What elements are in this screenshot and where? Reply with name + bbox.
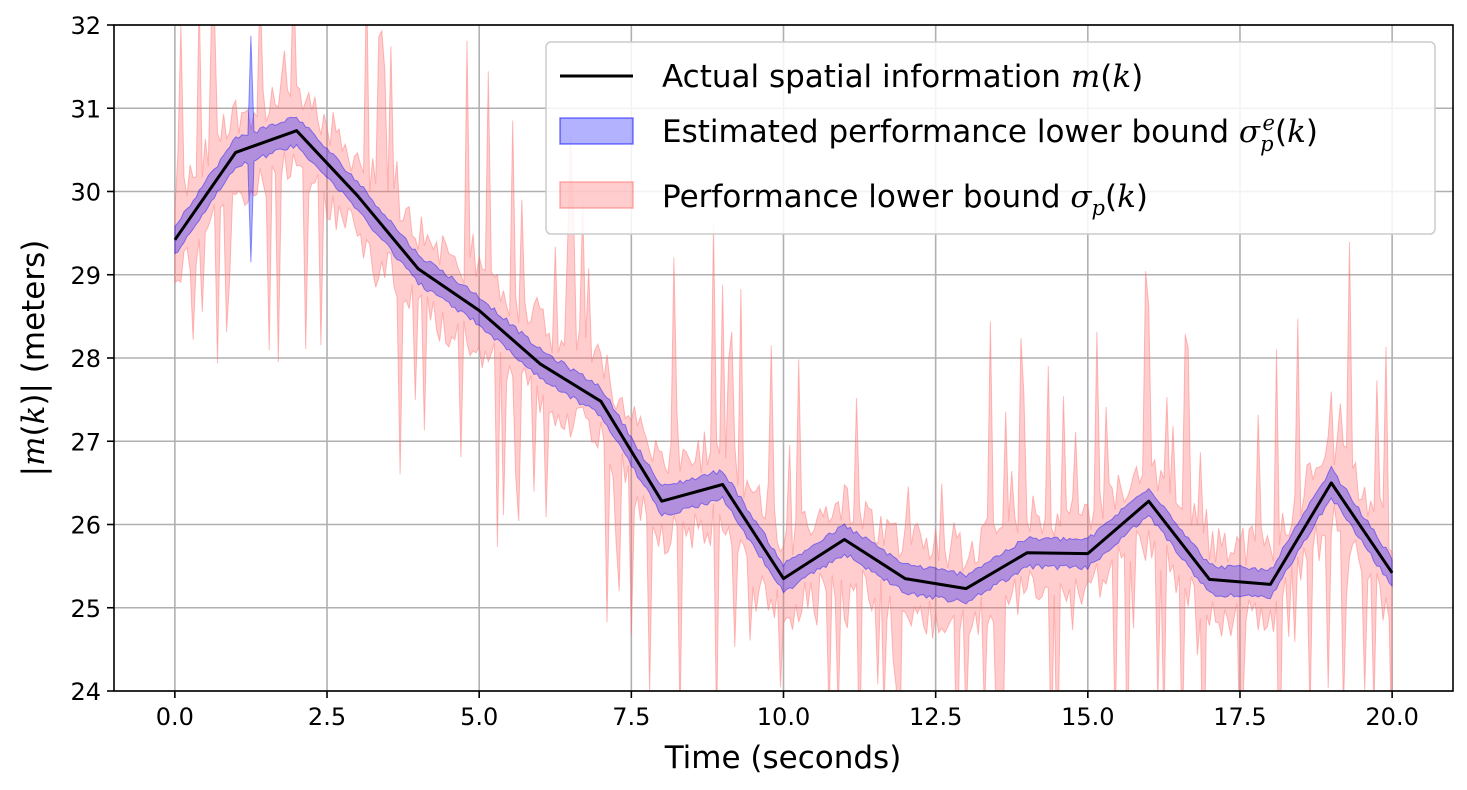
legend: Actual spatial information m(k) Estimate… (545, 41, 1436, 235)
x-tick-label: 2.5 (308, 703, 346, 731)
legend-label-estimated: Estimated performance lower bound σpe(k) (662, 111, 1318, 156)
x-tick-label: 10.0 (757, 703, 810, 731)
y-axis-label: |m(k)| (meters) (16, 240, 52, 477)
legend-label-performance: Performance lower bound σp(k) (662, 179, 1148, 220)
y-tick-label: 27 (70, 428, 101, 456)
lines-layer (173, 129, 1394, 591)
legend-label-actual: Actual spatial information m(k) (662, 59, 1143, 95)
x-tick-label: 0.0 (156, 703, 194, 731)
y-tick-label: 28 (70, 345, 101, 373)
x-tick-label: 5.0 (460, 703, 498, 731)
legend-box (545, 41, 1436, 235)
tick-layer: 0.0 2.5 5.0 7.5 10.0 12.5 15.0 17.5 20.0 24 25 26 27… (70, 12, 1418, 731)
x-tick-label: 7.5 (612, 703, 650, 731)
legend-swatch-estimated (559, 117, 634, 145)
band-performance-lower-bound (174, 25, 1393, 691)
legend-swatch-performance (559, 181, 634, 209)
x-tick-label: 17.5 (1213, 703, 1266, 731)
x-tick-label: 15.0 (1061, 703, 1114, 731)
y-tick-label: 31 (70, 95, 101, 123)
x-tick-label: 20.0 (1365, 703, 1418, 731)
y-tick-label: 30 (70, 179, 101, 207)
band-estimated-lower-bound (174, 35, 1393, 605)
bands-layer (174, 25, 1393, 691)
y-tick-label: 32 (70, 12, 101, 40)
y-tick-label: 26 (70, 512, 101, 540)
x-tick-label: 12.5 (909, 703, 962, 731)
y-tick-label: 29 (70, 262, 101, 290)
y-tick-label: 25 (70, 595, 101, 623)
y-tick-label: 24 (70, 678, 101, 706)
x-axis-label: Time (seconds) (664, 740, 902, 776)
